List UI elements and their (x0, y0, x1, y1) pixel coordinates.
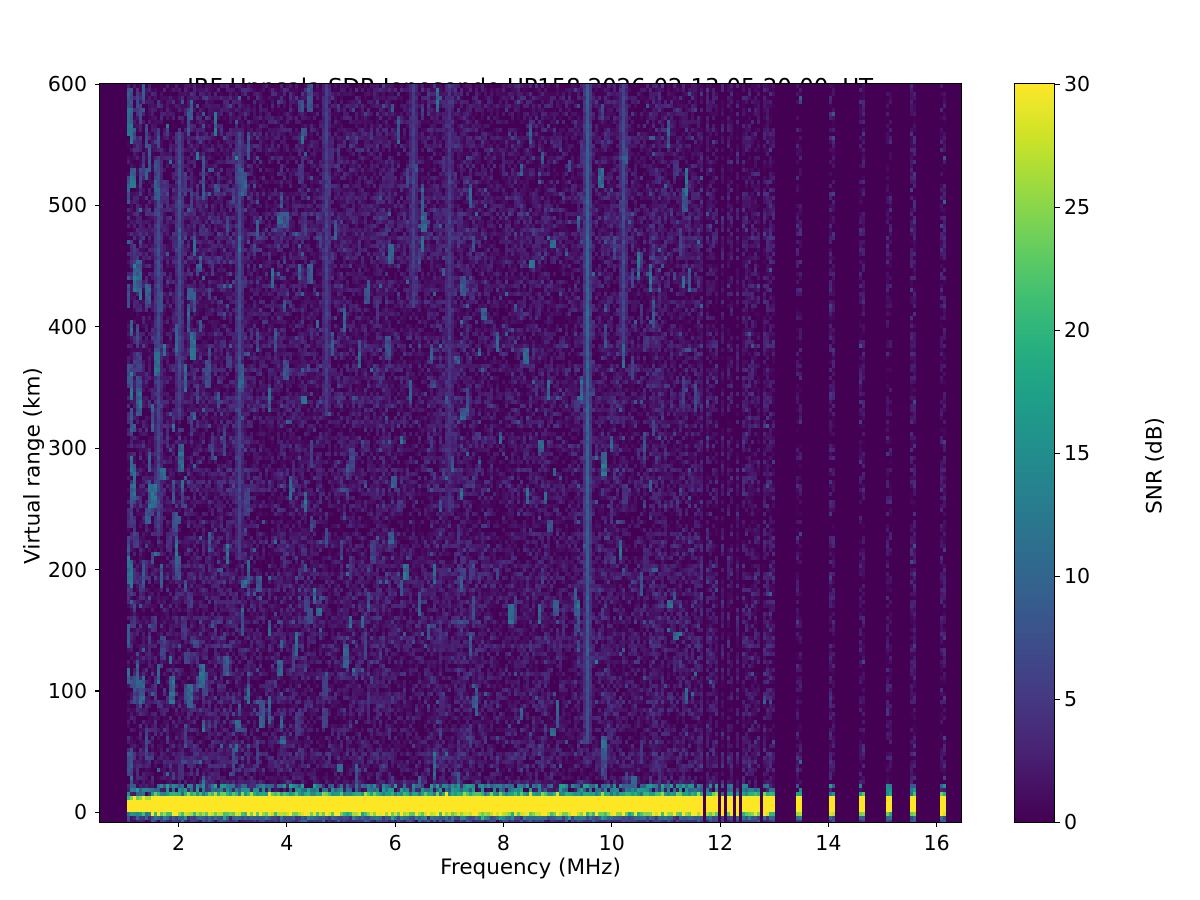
y-tick-mark (94, 326, 99, 328)
x-tick-mark (827, 822, 829, 827)
y-tick-mark (94, 569, 99, 571)
ionogram-axes[interactable] (99, 83, 962, 823)
x-tick-label: 12 (706, 831, 734, 855)
y-tick-mark (94, 83, 99, 85)
x-tick-mark (178, 822, 180, 827)
y-tick-mark (94, 204, 99, 206)
x-tick-label: 6 (388, 831, 402, 855)
colorbar-label: SNR (dB) (1142, 417, 1168, 514)
colorbar-tick-mark (1055, 206, 1060, 208)
x-tick-mark (286, 822, 288, 827)
y-tick-label: 400 (47, 314, 87, 339)
colorbar-tick-label: 15 (1064, 441, 1091, 465)
y-tick-label: 200 (47, 557, 87, 582)
colorbar-tick-mark (1055, 83, 1060, 85)
x-tick-mark (611, 822, 613, 827)
x-tick-label: 14 (815, 831, 842, 855)
colorbar-tick-label: 25 (1064, 195, 1091, 219)
y-tick-label: 600 (47, 72, 87, 96)
colorbar-tick-label: 5 (1064, 687, 1078, 711)
x-tick-label: 4 (280, 831, 294, 855)
colorbar-tick-mark (1055, 329, 1060, 331)
y-tick-mark (94, 811, 99, 813)
x-tick-label: 8 (496, 831, 510, 855)
y-tick-label: 500 (47, 193, 87, 218)
x-tick-label: 2 (171, 831, 186, 855)
colorbar-tick-mark (1055, 821, 1060, 823)
colorbar-tick-mark (1055, 698, 1060, 700)
x-tick-mark (719, 822, 721, 827)
colorbar-tick-label: 0 (1064, 810, 1078, 834)
x-axis-label: Frequency (MHz) (440, 855, 621, 880)
y-tick-label: 300 (47, 436, 87, 461)
colorbar-tick-label: 10 (1064, 564, 1091, 588)
x-tick-mark (936, 822, 938, 827)
x-tick-mark (502, 822, 505, 827)
ionogram-heatmap[interactable] (100, 84, 961, 822)
colorbar-tick-mark (1055, 452, 1060, 454)
y-axis-label: Virtual range (km) (20, 367, 46, 564)
x-tick-label: 16 (923, 831, 950, 855)
y-tick-label: 0 (73, 800, 87, 825)
colorbar-tick-mark (1055, 575, 1060, 577)
colorbar-tick-label: 20 (1064, 318, 1091, 342)
y-tick-mark (94, 690, 99, 692)
colorbar-gradient (1015, 84, 1054, 822)
y-tick-label: 100 (47, 678, 87, 703)
y-tick-mark (94, 447, 99, 449)
colorbar[interactable] (1014, 83, 1055, 823)
x-tick-label: 10 (598, 831, 625, 855)
colorbar-tick-label: 30 (1064, 72, 1091, 96)
x-tick-mark (394, 822, 396, 827)
